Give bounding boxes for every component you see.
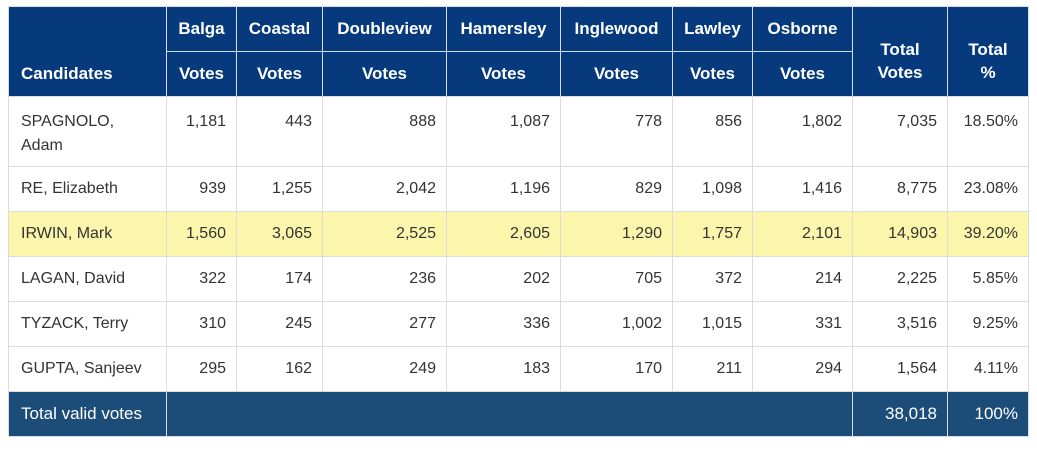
header-total-votes-line1: Total <box>880 40 920 59</box>
header-total-votes: Total Votes <box>852 6 948 97</box>
candidate-name: RE, Elizabeth <box>8 166 167 212</box>
table-row: GUPTA, Sanjeev 295 162 249 183 170 211 2… <box>8 346 1029 392</box>
header-votes: Votes <box>446 51 561 97</box>
vote-cell: 236 <box>322 256 447 302</box>
vote-cell: 336 <box>446 301 561 347</box>
vote-cell: 1,196 <box>446 166 561 212</box>
vote-cell: 1,416 <box>752 166 853 212</box>
total-votes-cell: 7,035 <box>852 96 948 167</box>
vote-cell: 214 <box>752 256 853 302</box>
candidate-name: TYZACK, Terry <box>8 301 167 347</box>
vote-cell: 1,255 <box>236 166 323 212</box>
total-pct-cell: 9.25% <box>947 301 1029 347</box>
candidate-name: LAGAN, David <box>8 256 167 302</box>
header-votes: Votes <box>236 51 323 97</box>
vote-cell: 2,101 <box>752 211 853 257</box>
header-total-pct: Total % <box>947 6 1029 97</box>
header-booth-doubleview: Doubleview <box>322 6 447 52</box>
table-row: SPAGNOLO, Adam 1,181 443 888 1,087 778 8… <box>8 96 1029 167</box>
vote-cell: 1,002 <box>560 301 673 347</box>
total-pct-cell: 4.11% <box>947 346 1029 392</box>
total-votes-cell: 14,903 <box>852 211 948 257</box>
header-booth-lawley: Lawley <box>672 6 753 52</box>
vote-cell: 1,757 <box>672 211 753 257</box>
totals-row: Total valid votes 38,018 100% <box>8 391 1029 437</box>
total-pct-cell: 23.08% <box>947 166 1029 212</box>
vote-cell: 2,605 <box>446 211 561 257</box>
vote-cell: 331 <box>752 301 853 347</box>
header-candidates: Candidates <box>8 6 167 97</box>
vote-cell: 829 <box>560 166 673 212</box>
vote-cell: 170 <box>560 346 673 392</box>
results-body: SPAGNOLO, Adam 1,181 443 888 1,087 778 8… <box>8 96 1029 392</box>
vote-cell: 211 <box>672 346 753 392</box>
vote-cell: 856 <box>672 96 753 167</box>
candidate-name-line2: Adam <box>21 137 63 154</box>
vote-cell: 183 <box>446 346 561 392</box>
vote-cell: 245 <box>236 301 323 347</box>
header-votes: Votes <box>672 51 753 97</box>
table-row-highlighted: IRWIN, Mark 1,560 3,065 2,525 2,605 1,29… <box>8 211 1029 257</box>
table-row: RE, Elizabeth 939 1,255 2,042 1,196 829 … <box>8 166 1029 212</box>
header-votes: Votes <box>166 51 237 97</box>
vote-cell: 1,087 <box>446 96 561 167</box>
header-votes: Votes <box>560 51 673 97</box>
totals-spacer <box>166 391 853 437</box>
vote-cell: 162 <box>236 346 323 392</box>
vote-cell: 249 <box>322 346 447 392</box>
vote-cell: 294 <box>752 346 853 392</box>
total-votes-cell: 1,564 <box>852 346 948 392</box>
vote-cell: 1,181 <box>166 96 237 167</box>
header-booth-osborne: Osborne <box>752 6 853 52</box>
vote-cell: 778 <box>560 96 673 167</box>
vote-cell: 372 <box>672 256 753 302</box>
vote-cell: 939 <box>166 166 237 212</box>
table-row: LAGAN, David 322 174 236 202 705 372 214… <box>8 256 1029 302</box>
total-pct-cell: 39.20% <box>947 211 1029 257</box>
total-valid-votes-label: Total valid votes <box>8 391 167 437</box>
vote-cell: 1,015 <box>672 301 753 347</box>
vote-cell: 705 <box>560 256 673 302</box>
candidate-name: GUPTA, Sanjeev <box>8 346 167 392</box>
header-total-pct-line1: Total <box>968 40 1008 59</box>
grand-total-votes: 38,018 <box>852 391 948 437</box>
results-table: Candidates Balga Coastal Doubleview Hame… <box>8 6 1029 437</box>
candidate-name: SPAGNOLO, Adam <box>8 96 167 167</box>
vote-cell: 295 <box>166 346 237 392</box>
vote-cell: 443 <box>236 96 323 167</box>
header-votes: Votes <box>752 51 853 97</box>
vote-cell: 1,802 <box>752 96 853 167</box>
vote-cell: 202 <box>446 256 561 302</box>
header-total-votes-line2: Votes <box>877 63 923 82</box>
header-booth-inglewood: Inglewood <box>560 6 673 52</box>
candidate-name: IRWIN, Mark <box>8 211 167 257</box>
candidate-name-line1: SPAGNOLO, <box>21 113 115 130</box>
header-votes: Votes <box>322 51 447 97</box>
vote-cell: 1,098 <box>672 166 753 212</box>
vote-cell: 1,560 <box>166 211 237 257</box>
total-votes-cell: 2,225 <box>852 256 948 302</box>
vote-cell: 322 <box>166 256 237 302</box>
vote-cell: 174 <box>236 256 323 302</box>
vote-cell: 1,290 <box>560 211 673 257</box>
header-booth-balga: Balga <box>166 6 237 52</box>
vote-cell: 3,065 <box>236 211 323 257</box>
grand-total-pct: 100% <box>947 391 1029 437</box>
total-pct-cell: 18.50% <box>947 96 1029 167</box>
vote-cell: 2,042 <box>322 166 447 212</box>
header-total-pct-line2: % <box>980 63 996 82</box>
vote-cell: 310 <box>166 301 237 347</box>
vote-cell: 277 <box>322 301 447 347</box>
vote-cell: 888 <box>322 96 447 167</box>
vote-cell: 2,525 <box>322 211 447 257</box>
total-votes-cell: 3,516 <box>852 301 948 347</box>
total-pct-cell: 5.85% <box>947 256 1029 302</box>
header-booth-coastal: Coastal <box>236 6 323 52</box>
table-row: TYZACK, Terry 310 245 277 336 1,002 1,01… <box>8 301 1029 347</box>
total-votes-cell: 8,775 <box>852 166 948 212</box>
header-booth-hamersley: Hamersley <box>446 6 561 52</box>
